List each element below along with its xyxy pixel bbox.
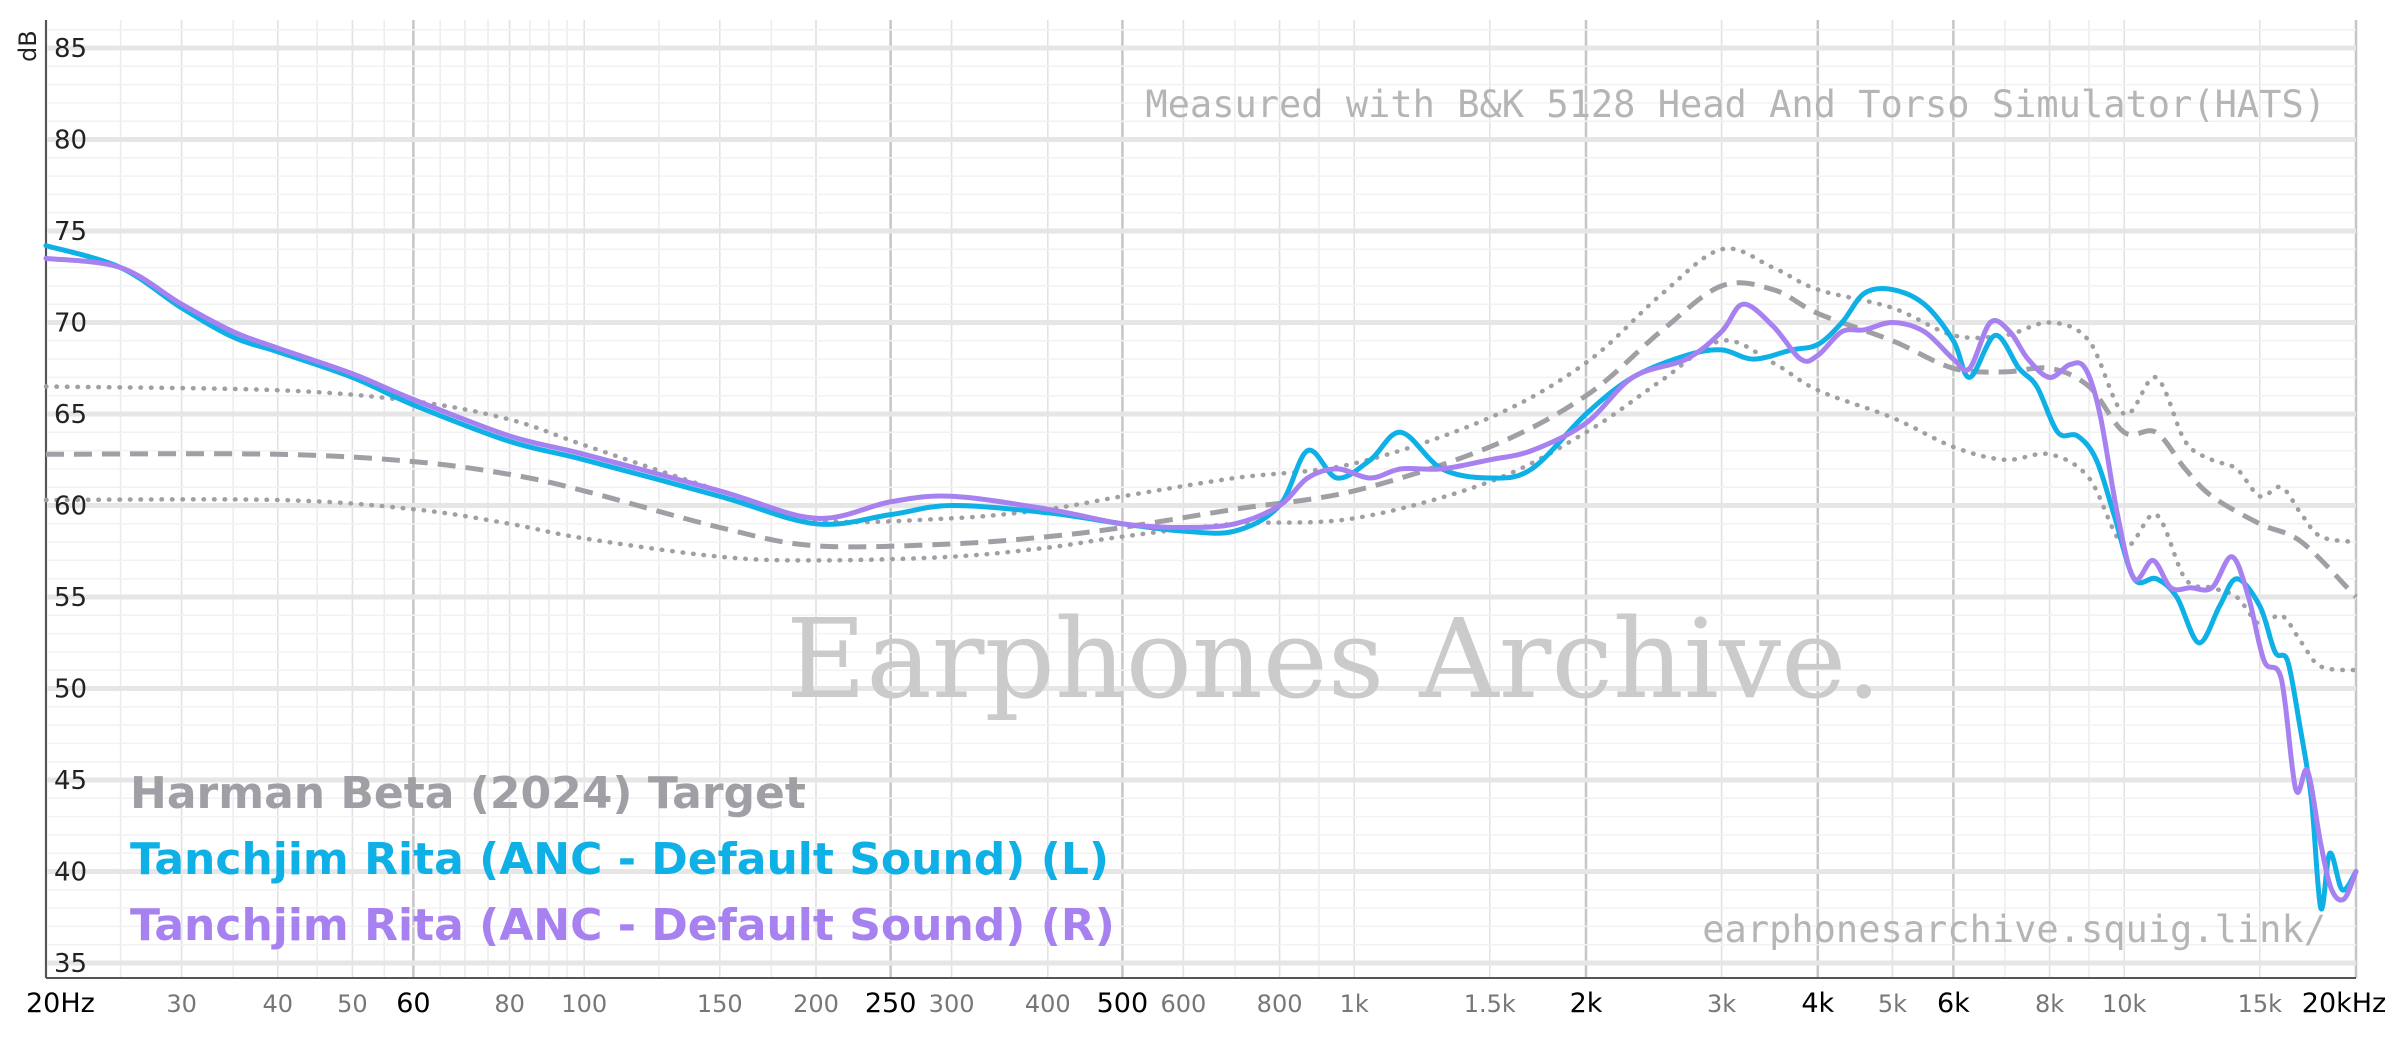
x-axis-ticks: 20Hz 30 40 50 60 80 100 150 200 250 300 400 500 600 80… <box>26 988 2386 1019</box>
grid <box>44 20 2358 979</box>
series-layer <box>43 243 2359 912</box>
x-tick-label: 30 <box>166 990 197 1018</box>
x-tick-label: 2k <box>1570 988 1603 1019</box>
left-channel-curve <box>43 243 2359 912</box>
x-tick-label: 6k <box>1937 988 1970 1019</box>
x-tick-label: 1.5k <box>1464 990 1516 1018</box>
x-tick-label: 60 <box>396 988 430 1019</box>
x-tick-label: 40 <box>263 990 294 1018</box>
y-tick-label: 60 <box>54 492 87 522</box>
x-tick-label: 3k <box>1707 990 1736 1018</box>
y-tick-label: 80 <box>54 126 87 156</box>
x-tick-label: 100 <box>561 990 607 1018</box>
y-tick-label: 85 <box>54 34 87 64</box>
y-tick-label: 50 <box>54 675 87 705</box>
x-tick-label: 200 <box>793 990 839 1018</box>
y-tick-label: 65 <box>54 400 87 430</box>
x-tick-label: 50 <box>337 990 368 1018</box>
y-tick-label: 40 <box>54 858 87 888</box>
x-tick-label: 150 <box>697 990 743 1018</box>
x-tick-label: 400 <box>1025 990 1071 1018</box>
legend-item-left-channel-curve: Tanchjim Rita (ANC - Default Sound) (L) <box>130 834 1109 885</box>
y-tick-label: 55 <box>54 583 87 613</box>
x-tick-label: 8k <box>2035 990 2064 1018</box>
x-tick-label: 80 <box>494 990 525 1018</box>
y-axis-ticks: 35 40 45 50 55 60 65 70 75 80 85 <box>54 34 87 979</box>
y-tick-label: 45 <box>54 766 87 796</box>
x-tick-label: 5k <box>1878 990 1907 1018</box>
x-tick-label: 300 <box>929 990 975 1018</box>
x-tick-label: 20kHz <box>2302 988 2386 1019</box>
legend-item-target-curve: Harman Beta (2024) Target <box>130 768 806 819</box>
site-url: earphonesarchive.squig.link/ <box>1702 908 2326 951</box>
right-channel-curve <box>43 255 2359 903</box>
x-tick-label: 15k <box>2238 990 2283 1018</box>
y-tick-label: 35 <box>54 949 87 979</box>
target-curve <box>45 280 2358 599</box>
legend: Harman Beta (2024) Target Tanchjim Rita (… <box>130 768 1115 951</box>
x-tick-label: 600 <box>1160 990 1206 1018</box>
x-tick-label: 250 <box>865 988 917 1019</box>
legend-item-right-channel-curve: Tanchjim Rita (ANC - Default Sound) (R) <box>130 900 1115 951</box>
measurement-note: Measured with B&K 5128 Head And Torso Si… <box>1145 83 2326 126</box>
y-tick-label: 70 <box>54 309 87 339</box>
x-tick-label: 1k <box>1340 990 1369 1018</box>
x-tick-label: 4k <box>1801 988 1834 1019</box>
x-tick-label: 10k <box>2102 990 2147 1018</box>
x-tick-label: 800 <box>1257 990 1303 1018</box>
x-tick-label: 500 <box>1097 988 1149 1019</box>
x-tick-label: 20Hz <box>26 988 95 1019</box>
watermark: Earphones Archive. <box>786 595 1881 723</box>
y-axis-unit: dB <box>14 30 42 62</box>
y-tick-label: 75 <box>54 217 87 247</box>
